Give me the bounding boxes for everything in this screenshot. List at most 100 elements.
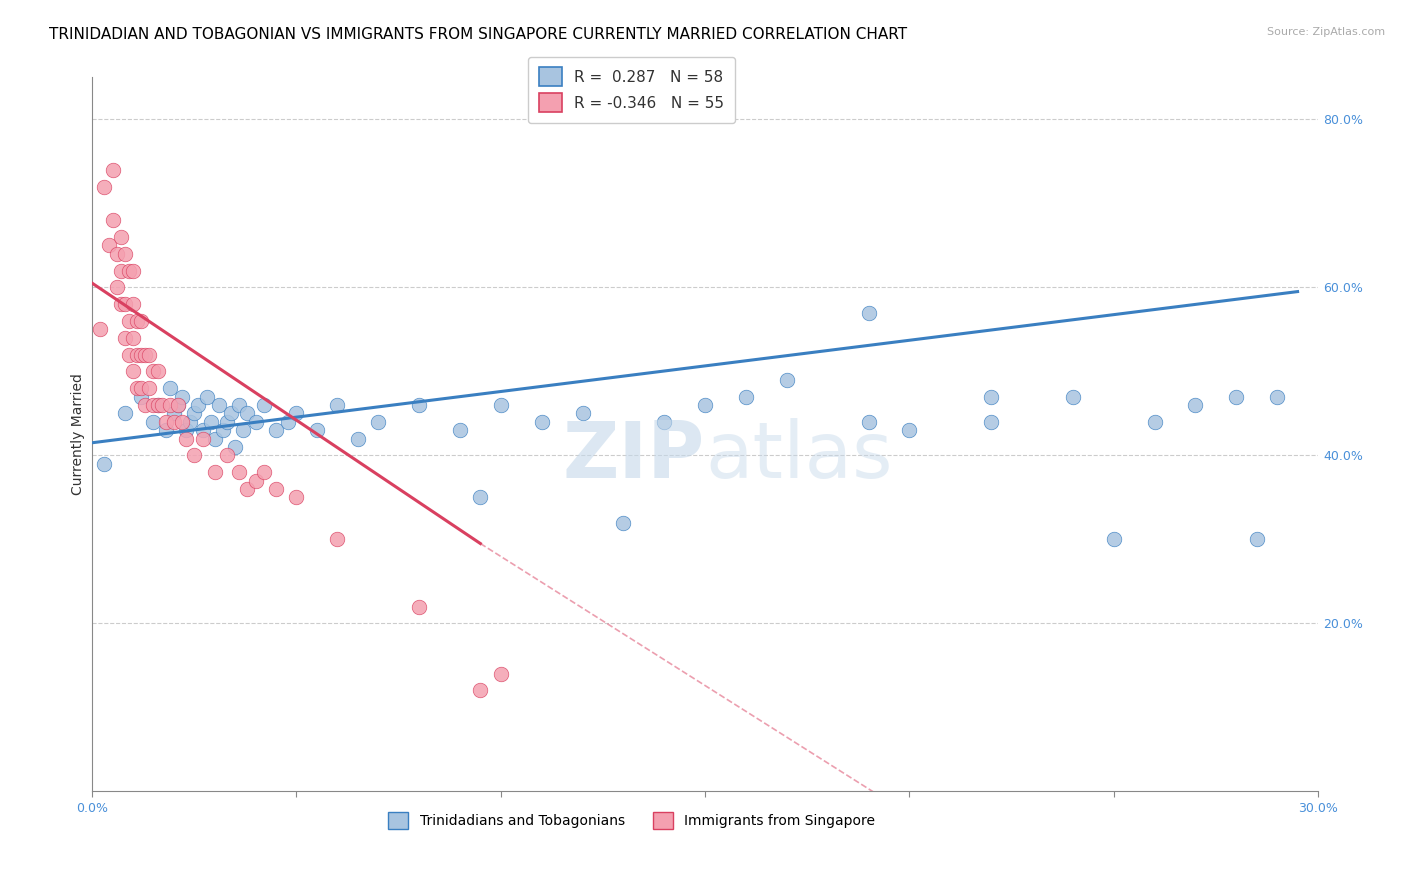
Point [191, 432, 214, 446]
Point [980, 390, 1002, 404]
Text: atlas: atlas [704, 417, 893, 494]
Point [114, 406, 136, 420]
Point [1265, 390, 1288, 404]
Point [172, 415, 194, 429]
Point [118, 263, 141, 277]
Point [127, 381, 149, 395]
Point [489, 398, 512, 412]
Point [167, 398, 190, 412]
Point [101, 213, 124, 227]
Point [93, 179, 115, 194]
Point [159, 398, 181, 412]
Point [408, 398, 430, 412]
Point [215, 415, 238, 429]
Point [285, 491, 308, 505]
Point [1246, 533, 1268, 547]
Point [114, 331, 136, 345]
Point [129, 348, 152, 362]
Point [228, 465, 250, 479]
Point [110, 297, 132, 311]
Point [236, 482, 259, 496]
Point [134, 398, 156, 412]
Point [155, 415, 177, 429]
Point [326, 398, 349, 412]
Point [122, 364, 145, 378]
Point [101, 162, 124, 177]
Point [129, 390, 152, 404]
Point [172, 390, 194, 404]
Point [212, 423, 235, 437]
Point [1225, 390, 1247, 404]
Point [305, 423, 328, 437]
Point [245, 415, 267, 429]
Point [858, 415, 880, 429]
Point [89, 322, 111, 336]
Point [146, 398, 169, 412]
Point [129, 314, 152, 328]
Point [470, 683, 492, 698]
Point [129, 381, 152, 395]
Point [142, 364, 165, 378]
Point [114, 247, 136, 261]
Legend: Trinidadians and Tobagonians, Immigrants from Singapore: Trinidadians and Tobagonians, Immigrants… [382, 806, 882, 834]
Point [449, 423, 471, 437]
Point [110, 263, 132, 277]
Point [219, 406, 242, 420]
Point [114, 297, 136, 311]
Point [776, 373, 799, 387]
Point [187, 398, 209, 412]
Point [179, 415, 201, 429]
Point [693, 398, 716, 412]
Point [612, 516, 634, 530]
Point [858, 305, 880, 319]
Point [183, 448, 205, 462]
Point [105, 247, 128, 261]
Point [1184, 398, 1206, 412]
Point [122, 331, 145, 345]
Point [122, 297, 145, 311]
Point [163, 406, 186, 420]
Point [326, 533, 349, 547]
Point [195, 390, 218, 404]
Point [236, 406, 259, 420]
Point [127, 348, 149, 362]
Point [110, 230, 132, 244]
Point [142, 415, 165, 429]
Point [127, 314, 149, 328]
Text: ZIP: ZIP [562, 417, 704, 494]
Point [652, 415, 675, 429]
Point [118, 348, 141, 362]
Point [200, 415, 222, 429]
Point [253, 398, 276, 412]
Point [204, 432, 226, 446]
Point [138, 348, 160, 362]
Point [97, 238, 120, 252]
Point [142, 398, 165, 412]
Text: TRINIDADIAN AND TOBAGONIAN VS IMMIGRANTS FROM SINGAPORE CURRENTLY MARRIED CORREL: TRINIDADIAN AND TOBAGONIAN VS IMMIGRANTS… [49, 27, 907, 42]
Text: Source: ZipAtlas.com: Source: ZipAtlas.com [1267, 27, 1385, 37]
Point [105, 280, 128, 294]
Point [146, 364, 169, 378]
Point [138, 381, 160, 395]
Point [134, 348, 156, 362]
Point [150, 398, 173, 412]
Point [1102, 533, 1125, 547]
Point [183, 406, 205, 420]
Point [253, 465, 276, 479]
Point [346, 432, 368, 446]
Point [167, 398, 190, 412]
Point [1143, 415, 1166, 429]
Point [215, 448, 238, 462]
Point [118, 314, 141, 328]
Point [470, 491, 492, 505]
Point [277, 415, 299, 429]
Point [1062, 390, 1084, 404]
Point [264, 423, 287, 437]
Point [93, 457, 115, 471]
Point [174, 432, 197, 446]
Point [898, 423, 921, 437]
Point [285, 406, 308, 420]
Y-axis label: Currently Married: Currently Married [72, 374, 86, 495]
Point [224, 440, 246, 454]
Point [735, 390, 758, 404]
